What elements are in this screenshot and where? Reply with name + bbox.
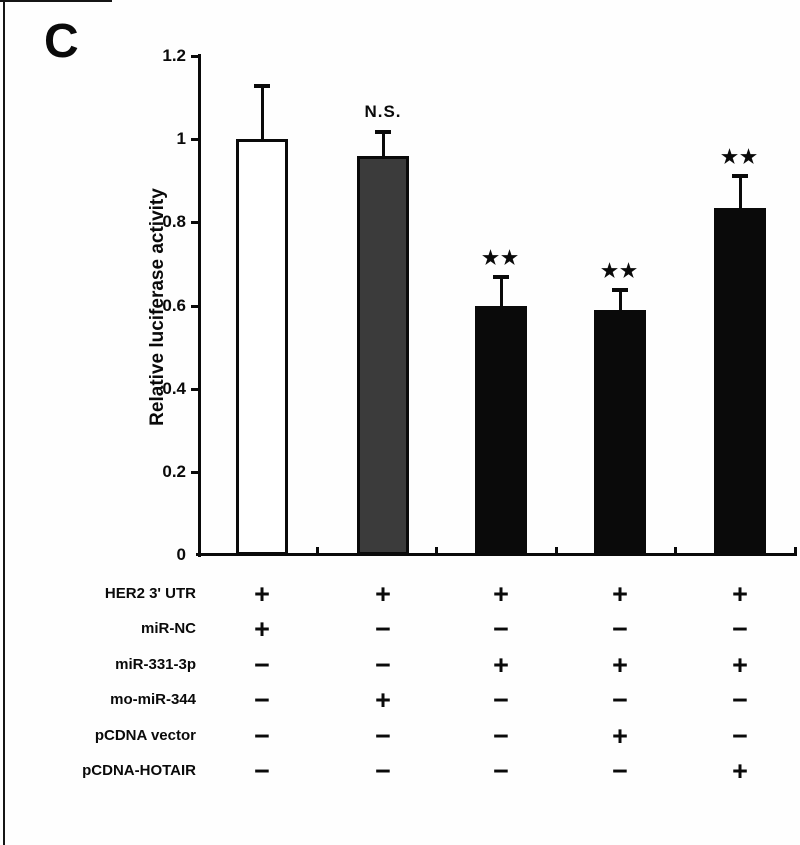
bar <box>475 305 527 555</box>
bar <box>594 309 646 555</box>
y-axis-tick <box>191 470 199 474</box>
condition-row-label: pCDNA-HOTAIR <box>82 762 196 779</box>
plus-sign: + <box>612 579 628 609</box>
y-axis-tick <box>191 55 199 58</box>
minus-sign: − <box>493 614 509 644</box>
x-axis-tick <box>554 547 558 554</box>
plus-sign: + <box>612 721 628 751</box>
plus-sign: + <box>732 650 748 680</box>
y-tick-label: 0 <box>176 545 186 564</box>
plus-sign: + <box>254 579 270 609</box>
error-bar-cap <box>493 275 509 280</box>
error-bar <box>738 174 742 210</box>
error-bar-cap <box>254 84 270 89</box>
error-bar <box>260 85 264 142</box>
plus-sign: + <box>493 579 509 609</box>
plus-sign: + <box>732 756 748 786</box>
minus-sign: − <box>375 721 391 751</box>
condition-row-label: miR-NC <box>141 620 196 637</box>
minus-sign: − <box>493 721 509 751</box>
plus-sign: + <box>254 614 270 644</box>
y-axis-line <box>198 54 201 557</box>
y-axis-tick <box>191 304 199 308</box>
error-bar-cap <box>612 287 628 292</box>
minus-sign: − <box>493 756 509 786</box>
minus-sign: − <box>254 650 270 680</box>
plus-sign: + <box>612 650 628 680</box>
condition-row-label: miR-331-3p <box>115 656 196 673</box>
figure-left-border <box>3 0 5 845</box>
y-axis-tick <box>191 138 199 142</box>
y-tick-label: 0.8 <box>162 212 186 232</box>
significance-label: ★★ <box>600 260 640 282</box>
y-tick-label: 0.4 <box>162 378 186 398</box>
y-tick-label: 0.6 <box>162 295 186 315</box>
error-bar <box>381 130 385 158</box>
minus-sign: − <box>375 650 391 680</box>
condition-row-label: HER2 3' UTR <box>104 585 196 602</box>
significance-label: N.S. <box>364 101 402 121</box>
condition-row-label: mo-miR-344 <box>110 691 196 708</box>
minus-sign: − <box>612 614 628 644</box>
x-axis-tick <box>315 547 319 554</box>
bar <box>357 155 409 555</box>
condition-row-label: pCDNA vector <box>94 727 196 744</box>
minus-sign: − <box>254 756 270 786</box>
minus-sign: − <box>493 685 509 715</box>
figure-top-border <box>0 0 112 2</box>
error-bar-cap <box>375 129 391 134</box>
bar <box>236 139 288 555</box>
significance-label: ★★ <box>481 248 521 270</box>
error-bar <box>618 288 622 312</box>
x-axis-tick <box>435 547 439 554</box>
error-bar <box>499 276 503 308</box>
minus-sign: − <box>732 685 748 715</box>
y-axis-tick <box>191 221 199 225</box>
minus-sign: − <box>732 721 748 751</box>
y-tick-label: 0.2 <box>162 461 186 481</box>
x-axis-tick <box>793 547 797 554</box>
x-axis-tick <box>674 547 678 554</box>
significance-label: ★★ <box>720 146 760 168</box>
minus-sign: − <box>254 721 270 751</box>
minus-sign: − <box>375 756 391 786</box>
y-axis-tick <box>191 387 199 391</box>
panel-label: C <box>44 15 80 68</box>
y-tick-label: 1.2 <box>162 46 186 65</box>
plus-sign: + <box>375 685 391 715</box>
bar <box>714 207 766 555</box>
plus-sign: + <box>493 650 509 680</box>
minus-sign: − <box>612 756 628 786</box>
plus-sign: + <box>375 579 391 609</box>
plus-sign: + <box>732 579 748 609</box>
minus-sign: − <box>254 685 270 715</box>
y-tick-label: 1 <box>176 129 186 149</box>
minus-sign: − <box>375 614 391 644</box>
minus-sign: − <box>732 614 748 644</box>
error-bar-cap <box>732 173 748 178</box>
minus-sign: − <box>612 685 628 715</box>
